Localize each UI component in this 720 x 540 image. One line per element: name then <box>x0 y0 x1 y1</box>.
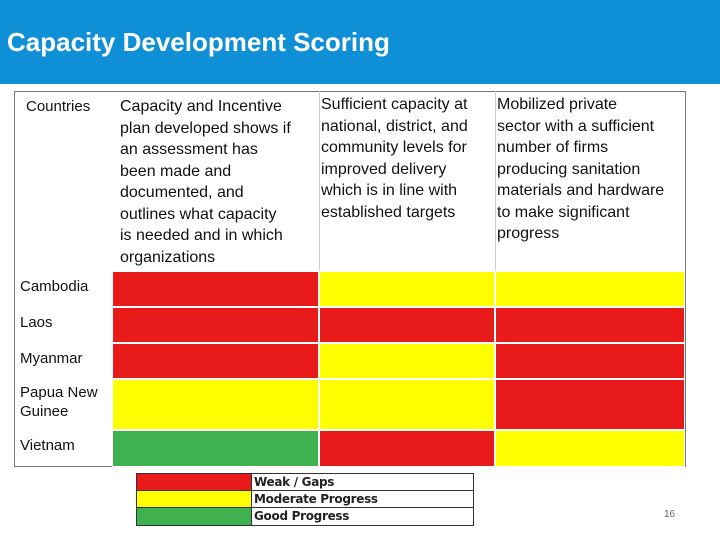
header-line: sector with a sufficient <box>497 117 655 135</box>
score-cell-red <box>319 430 495 467</box>
score-cell-red <box>112 271 319 307</box>
legend-label: Good Progress <box>254 509 350 523</box>
score-cell-yellow <box>319 379 495 430</box>
header-capacity-incentive-plan: Capacity and Incentive plan developed sho… <box>120 96 291 268</box>
legend-label: Weak / Gaps <box>254 475 335 489</box>
score-cell-yellow <box>495 430 685 467</box>
score-cell-red <box>495 307 685 343</box>
score-cell-yellow <box>495 271 685 307</box>
score-cell-yellow <box>319 343 495 379</box>
score-cell-red <box>112 307 319 343</box>
country-label: Vietnam <box>20 436 75 455</box>
country-label-line: Myanmar <box>20 350 83 367</box>
header-line: materials and hardware <box>497 182 665 199</box>
legend-label: Moderate Progress <box>254 492 378 506</box>
header-line: Mobilized private <box>497 96 618 113</box>
header-line: producing sanitation <box>497 160 641 178</box>
score-cell-yellow <box>112 379 319 430</box>
header-line: number of firms <box>497 139 609 156</box>
header-line: organizations <box>120 248 216 266</box>
header-line: to make significant <box>497 203 630 221</box>
legend-entry: Moderate Progress <box>137 491 473 508</box>
header-countries: Countries <box>26 98 91 115</box>
country-label-line: Guinee <box>20 403 69 420</box>
column-divider <box>495 91 496 271</box>
header-line: progress <box>497 225 560 242</box>
header-line: been made and <box>120 162 232 180</box>
header-line: outlines what capacity <box>120 205 277 223</box>
legend-swatch <box>137 508 252 525</box>
header-line: established targets <box>321 203 456 221</box>
legend-swatch <box>137 491 252 507</box>
header-line: plan developed shows if <box>120 119 291 137</box>
country-label: Cambodia <box>20 277 88 296</box>
header-sufficient-capacity: Sufficient capacity at national, district… <box>321 94 468 223</box>
header-line: is needed and in which <box>120 227 283 244</box>
country-label: Papua New Guinee <box>20 383 98 421</box>
title-bar: Capacity Development Scoring <box>0 0 720 84</box>
country-label: Myanmar <box>20 349 83 368</box>
score-cell-red <box>112 343 319 379</box>
score-cell-green <box>112 430 319 467</box>
legend-entry: Weak / Gaps <box>137 474 473 491</box>
country-label-line: Vietnam <box>20 437 75 454</box>
page-number: 16 <box>664 509 676 520</box>
legend: Weak / Gaps Moderate Progress Good Progres… <box>136 473 474 526</box>
header-line: which is in line with <box>321 182 458 199</box>
score-cell-red <box>495 343 685 379</box>
column-divider <box>319 91 320 271</box>
country-label-line: Laos <box>20 314 53 331</box>
country-label-line: Cambodia <box>20 278 89 295</box>
header-line: improved delivery <box>321 160 447 178</box>
header-line: Sufficient capacity at <box>321 96 468 113</box>
slide-title: Capacity Development Scoring <box>7 27 390 57</box>
score-cell-yellow <box>319 271 495 307</box>
country-label: Laos <box>20 313 53 332</box>
country-label-line: Papua New <box>20 384 98 401</box>
legend-entry: Good Progress <box>137 508 473 525</box>
header-line: national, district, and <box>321 117 468 135</box>
header-line: documented, and <box>120 184 244 201</box>
header-line: community levels for <box>321 139 467 156</box>
score-cell-red <box>495 379 685 430</box>
header-line: an assessment has <box>120 141 258 158</box>
header-line: Capacity and Incentive <box>120 98 282 115</box>
score-cell-red <box>319 307 495 343</box>
legend-swatch <box>137 474 252 490</box>
header-mobilized-private-sector: Mobilized private sector with a sufficien… <box>497 94 664 245</box>
